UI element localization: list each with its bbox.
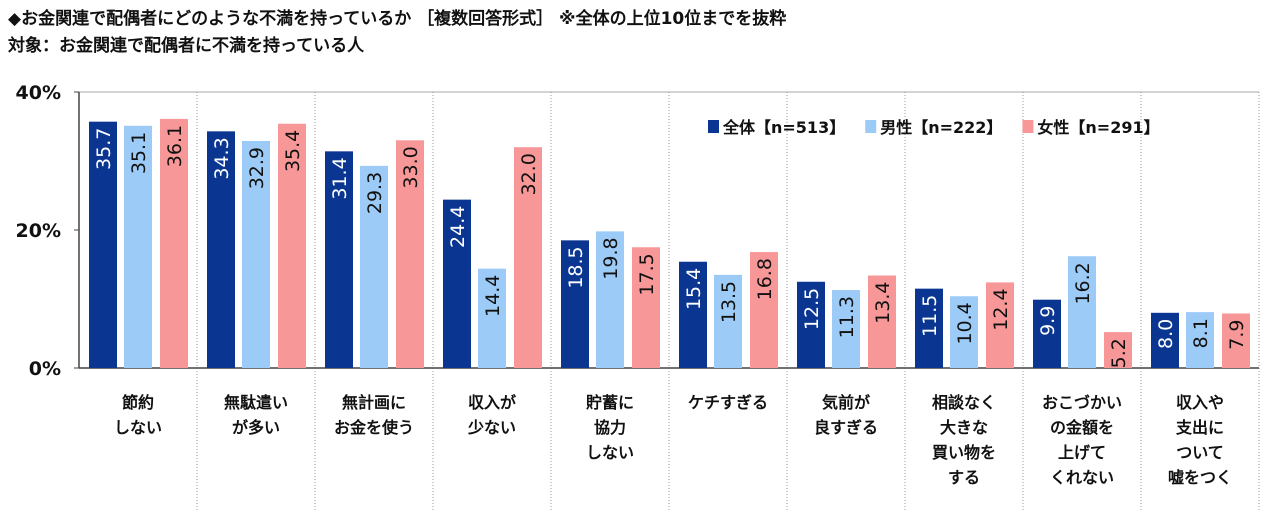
data-label: 24.4 (447, 206, 469, 248)
x-tick-label: 支出に (1175, 418, 1224, 437)
data-label: 34.3 (211, 137, 233, 179)
bar (443, 199, 471, 368)
bar (1151, 312, 1179, 368)
x-tick-label: 良すぎる (814, 418, 878, 437)
bar (478, 268, 506, 368)
data-label: 18.5 (565, 246, 587, 288)
data-label: 16.2 (1072, 262, 1094, 304)
data-label: 35.1 (128, 132, 150, 174)
bar (89, 121, 117, 368)
x-tick-label: 収入や (1176, 393, 1224, 412)
data-label: 12.4 (990, 288, 1012, 330)
x-tick-label: 節約 (121, 393, 154, 412)
y-tick-label: 0% (29, 358, 61, 380)
x-tick-label: の金額を (1050, 418, 1114, 437)
data-label: 33.0 (400, 146, 422, 188)
x-tick-label: 少ない (467, 418, 516, 437)
legend-label: 女性【n=291】 (1037, 118, 1159, 137)
bar (1068, 256, 1096, 368)
x-tick-label: 協力 (594, 418, 626, 437)
data-label: 35.7 (93, 128, 115, 170)
legend-swatch (1022, 120, 1034, 133)
subtitle: 対象：お金関連で配偶者に不満を持っている人 (8, 36, 365, 56)
legend-label: 男性【n=222】 (880, 118, 1002, 137)
data-label: 29.3 (364, 172, 386, 214)
bar (868, 275, 896, 368)
x-tick-label: おこづかい (1042, 393, 1122, 412)
bar (514, 147, 542, 368)
bar (797, 281, 825, 368)
bar (832, 290, 860, 368)
data-label: 36.1 (164, 125, 186, 167)
bar (278, 123, 306, 369)
x-tick-label: が多い (232, 418, 280, 437)
bar (124, 125, 152, 368)
data-label: 35.4 (282, 130, 304, 172)
bar (714, 274, 742, 368)
x-tick-label: 気前が (822, 393, 870, 412)
data-label: 12.5 (801, 288, 823, 330)
data-label: 16.8 (754, 258, 776, 300)
data-label: 7.9 (1226, 319, 1248, 349)
bar (915, 288, 943, 368)
chart-title: ◆お金関連で配偶者にどのような不満を持っているか ［複数回答形式］ ※全体の上位… (8, 6, 786, 60)
bar (160, 118, 188, 368)
y-tick-label: 20% (16, 220, 61, 242)
bar (750, 252, 778, 368)
bar (207, 131, 235, 368)
data-label: 17.5 (636, 253, 658, 295)
data-label: 14.4 (482, 275, 504, 317)
x-tick-label: 相談なく (932, 393, 996, 412)
data-label: 13.5 (718, 281, 740, 323)
x-tick-label: お金を使う (334, 418, 414, 437)
x-tick-label: 無計画に (342, 393, 406, 412)
x-tick-label: ケチすぎる (688, 393, 768, 412)
bar (242, 140, 270, 368)
data-label: 32.9 (246, 147, 268, 189)
x-tick-label: 無駄遣い (224, 393, 288, 412)
legend-label: 全体【n=513】 (722, 118, 845, 137)
bar (360, 165, 388, 368)
bar (596, 231, 624, 368)
data-label: 5.2 (1108, 338, 1130, 368)
bar (1033, 299, 1061, 368)
data-label: 15.4 (683, 268, 705, 310)
x-tick-label: 大きな (940, 418, 988, 437)
data-label: 32.0 (518, 153, 540, 195)
bar (986, 282, 1014, 368)
x-tick-label: しない (114, 418, 162, 437)
data-label: 31.4 (329, 157, 351, 199)
data-label: 13.4 (872, 282, 894, 324)
bar (632, 247, 660, 368)
data-label: 10.4 (954, 302, 976, 344)
x-tick-label: 嘘をつく (1168, 468, 1232, 487)
x-tick-label: 上げて (1058, 443, 1106, 462)
x-tick-label: 買い物を (932, 443, 996, 462)
bar (325, 151, 353, 368)
data-label: 11.5 (919, 295, 941, 337)
title: ◆お金関連で配偶者にどのような不満を持っているか ［複数回答形式］ ※全体の上位… (8, 9, 787, 29)
x-tick-label: 貯蓄に (586, 393, 634, 412)
bar (1222, 313, 1250, 368)
data-label: 8.1 (1190, 318, 1212, 348)
data-label: 11.3 (836, 296, 858, 338)
data-label: 8.0 (1155, 319, 1177, 349)
y-tick-label: 40% (16, 82, 61, 104)
x-tick-label: 収入が (468, 393, 516, 412)
bar (396, 140, 424, 368)
bar (1104, 332, 1132, 368)
x-tick-label: ついて (1176, 443, 1224, 462)
data-label: 9.9 (1037, 306, 1059, 336)
bar (679, 261, 707, 368)
bar (1186, 312, 1214, 368)
x-tick-label: しない (586, 443, 634, 462)
x-tick-label: くれない (1050, 468, 1114, 487)
legend-swatch (708, 120, 719, 133)
bar (950, 296, 978, 368)
x-tick-label: する (948, 468, 980, 487)
legend-swatch (865, 120, 877, 133)
bar (561, 240, 589, 368)
data-label: 19.8 (600, 237, 622, 279)
